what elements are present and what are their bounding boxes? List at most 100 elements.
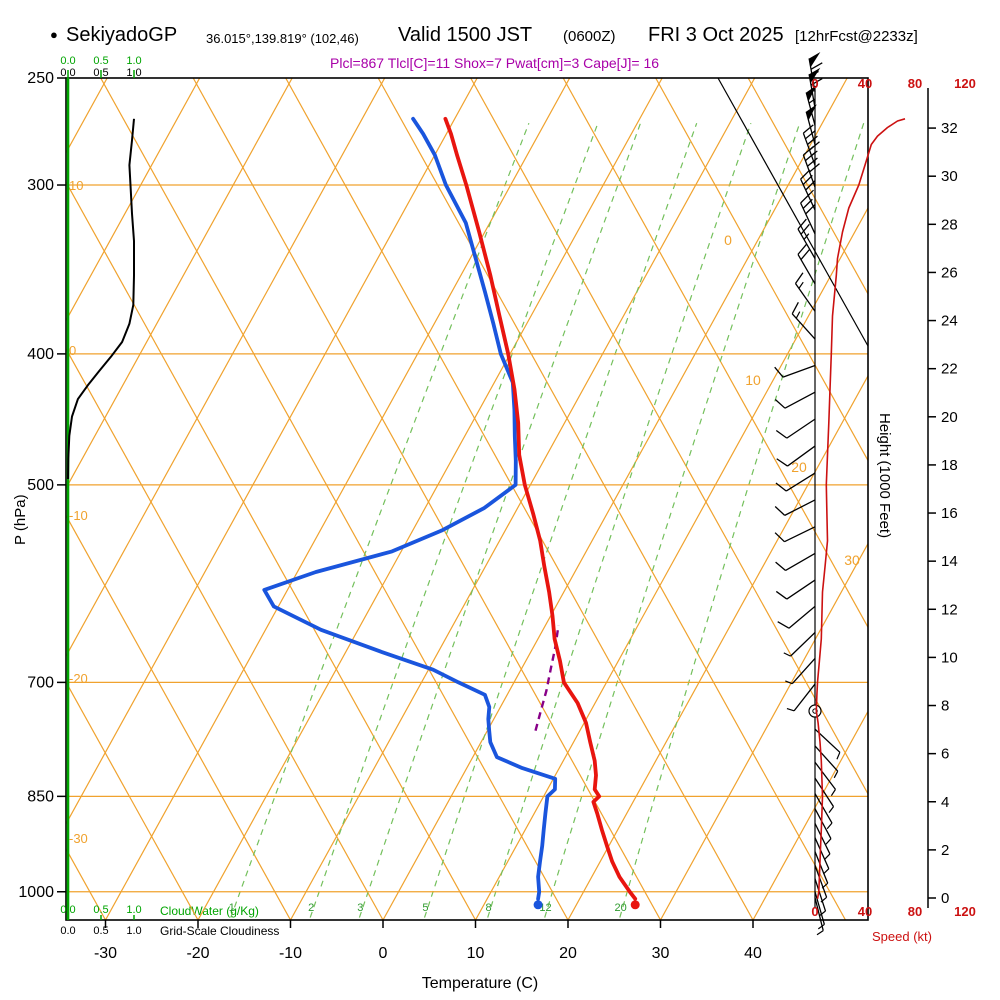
temperature-tick-label: -20 [186,945,209,962]
dry-adiabat-line [66,347,384,920]
surface-dewpoint-dot [533,900,543,910]
cloudwater-axis-title: CloudWater (g/Kg) [160,904,259,918]
cloudiness-scale-bottom: 1.0 [126,925,141,937]
isotherm-line [659,542,868,920]
dry-adiabat-line [66,180,477,920]
temperature-tick-label: 10 [467,945,485,962]
wind-barb [814,878,827,917]
cloudiness-axis-title: Grid-Scale Cloudiness [160,924,280,938]
height-tick-label: 12 [941,601,958,618]
station-bullet-icon: ● [50,27,58,42]
dry-adiabat-lines [66,78,868,920]
pressure-gridlines [66,184,868,893]
height-tick-label: 26 [941,264,958,281]
dry-adiabat-line [377,78,847,920]
isotherm-line [197,78,663,920]
height-tick-label: 10 [941,649,958,666]
cloudiness-scale-bottom: 0.0 [60,925,75,937]
stats-line: Plcl=867 Tlcl[C]=11 Shox=7 Pwat[cm]=3 Ca… [330,55,660,71]
dry-adiabat-line [285,78,754,920]
wind-barb [797,244,816,285]
forecast-tag: [12hrFcst@2233z] [795,28,918,45]
temperature-tick-label: 40 [744,945,762,962]
plot-frame [65,77,869,921]
isotherm-line [66,78,293,490]
isotherm-line [474,206,868,920]
temperature-tick-label: -30 [94,945,117,962]
frame-diagonal [717,77,869,347]
pressure-tick-label: 400 [27,346,54,363]
speed-tick-label-bottom: 0 [811,904,818,919]
wind-barb [814,777,835,813]
mixing-ratio-label: 5 [422,902,428,914]
pressure-tick-label: 500 [27,477,54,494]
wind-barb [814,891,825,930]
cloudwater-scale-bottom: 0.5 [93,904,108,916]
height-tick-label: 0 [941,890,949,907]
height-tick-label: 2 [941,842,949,859]
wind-speed-curve [815,118,906,899]
pressure-tick-label: 850 [27,788,54,805]
dry-adiabat-line [470,78,868,796]
dry-adiabat-line [747,78,868,296]
wind-barb [797,218,816,259]
temperature-curve [443,116,638,901]
speed-tick-label-bottom: 40 [858,904,872,919]
speed-tick-label-bottom: 80 [908,904,922,919]
cloudwater-scale-bottom: 1.0 [126,904,141,916]
cloudwater-scale-top: 0.0 [60,55,75,67]
wind-barb [774,499,816,516]
height-tick-label: 22 [941,361,958,378]
adiabat-label-left: -20 [69,671,88,686]
wind-barb [775,579,816,600]
cloudiness-scale-bottom: 0.5 [93,925,108,937]
pressure-tick-label: 1000 [18,884,54,901]
cloudiness-profile-line [67,118,135,480]
temperature-tick-label: -10 [279,945,302,962]
temperature-tick-label: 30 [652,945,670,962]
adiabat-label-left: -10 [69,508,88,523]
wind-barb [814,808,832,845]
wind-barb [775,552,816,572]
dry-adiabat-line [655,78,868,462]
height-tick-label: 6 [941,746,949,763]
wind-barb [814,793,833,830]
isotherm-line [752,710,868,920]
mixing-ratio-label: 2 [308,902,314,914]
wind-barb [814,761,836,797]
wind-barb [791,301,816,340]
valid-zulu: (0600Z) [563,28,616,45]
isotherm-line [104,78,571,920]
height-tick-label: 28 [941,216,958,233]
height-tick-label: 16 [941,505,958,522]
isotherm-line [382,78,848,920]
dry-adiabat-line [100,78,569,920]
wind-barb [775,418,816,439]
isotherm-label-right: 10 [745,372,761,388]
cloudwater-scale-top: 1.0 [126,55,141,67]
wind-barb [774,391,816,409]
surface-temperature-dot [630,900,640,910]
speed-tick-label-top: 0 [811,76,818,91]
speed-curve [815,118,906,899]
dry-adiabat-line [192,78,662,920]
mixing-ratio-line [423,122,698,918]
temperature-tick-label: 0 [379,945,388,962]
pressure-tick-label: 250 [27,70,54,87]
isotherm-label-right: 0 [724,232,732,248]
isotherm-line [66,78,386,658]
height-tick-label: 24 [941,313,958,330]
isotherm-line [289,78,756,920]
isotherm-line [567,374,868,920]
wind-barb [794,272,816,312]
height-tick-label: 20 [941,409,958,426]
wind-barb [785,657,816,685]
speed-axis-title: Speed (kt) [872,929,932,944]
adiabat-label-left: 10 [69,178,83,193]
wind-barb [774,526,816,543]
dry-adiabat-line [66,680,199,920]
mixing-ratio-label: 8 [486,902,492,914]
cloudwater-scale-top: 0.5 [93,55,108,67]
